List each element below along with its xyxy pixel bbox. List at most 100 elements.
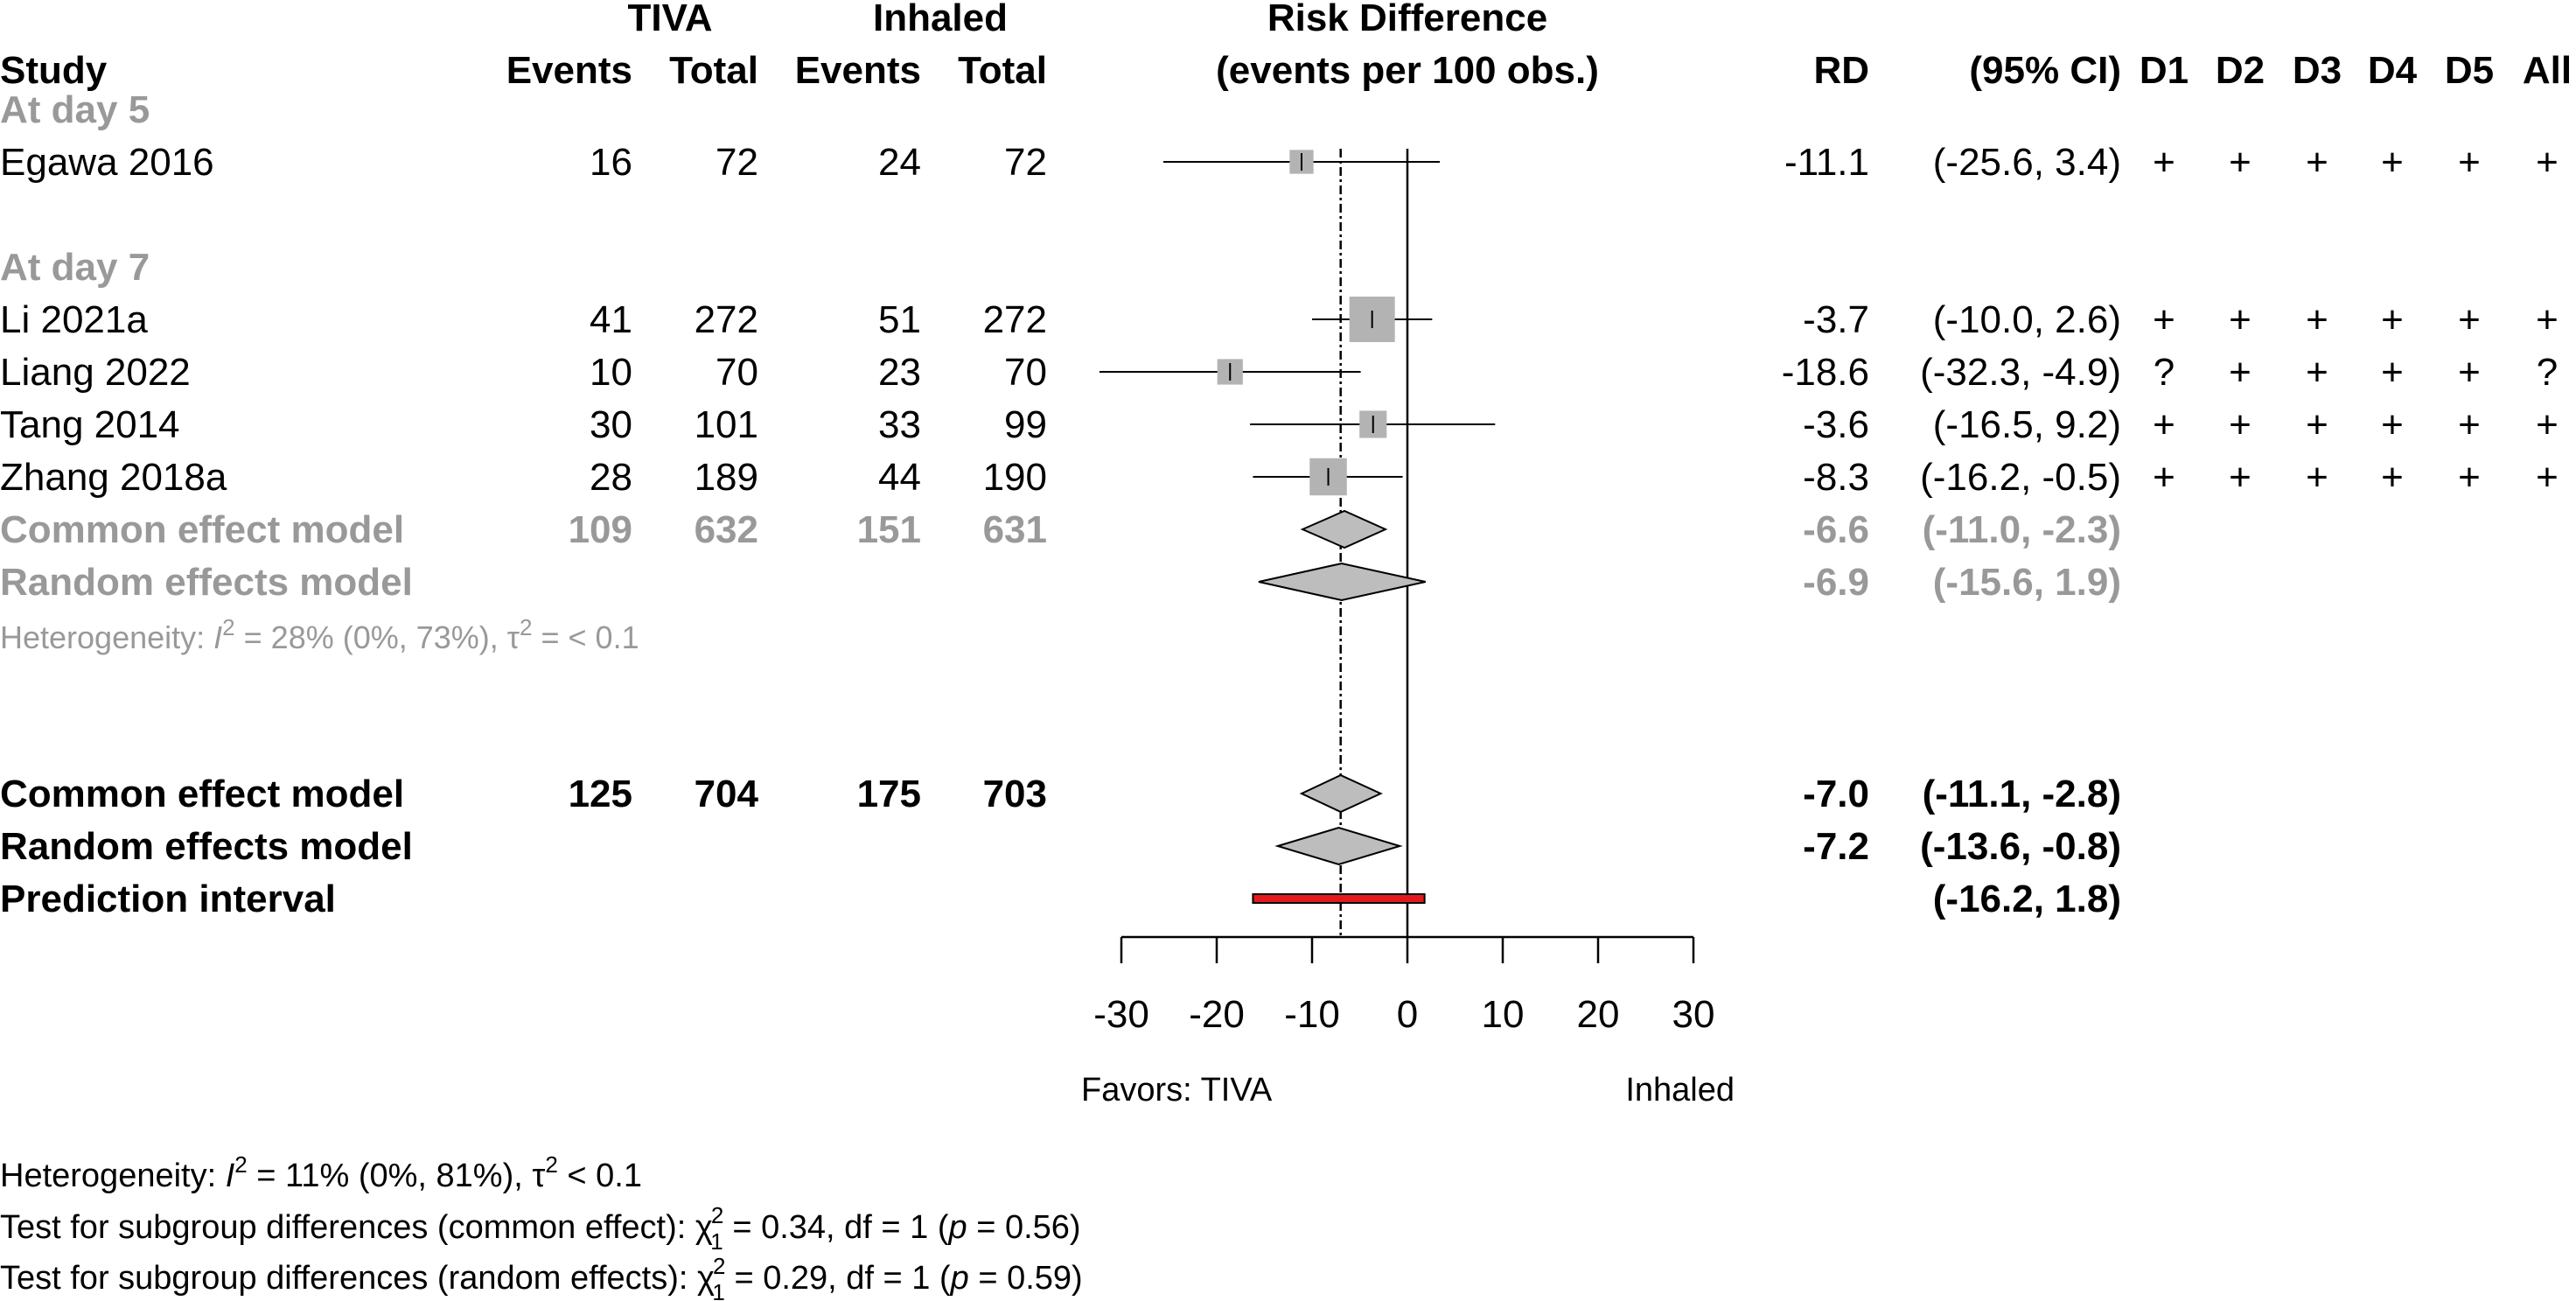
rob-d2: + <box>2229 456 2251 499</box>
study-rd-label: -8.3 <box>1803 456 1869 499</box>
subgroup-heterogeneity: Heterogeneity: I2 = 28% (0%, 73%), τ2 = … <box>0 614 639 655</box>
header-measure-line2: (events per 100 obs.) <box>1216 49 1599 92</box>
x-tick-label: 0 <box>1397 993 1418 1036</box>
overall-random-rd-label: -7.2 <box>1803 825 1869 868</box>
subgroup-common-n1: 632 <box>695 508 758 551</box>
study-ci-label: (-25.6, 3.4) <box>1933 141 2121 184</box>
study-n1: 272 <box>695 298 758 341</box>
study-name: Tang 2014 <box>0 403 180 446</box>
header-measure-line1: Risk Difference <box>1267 0 1547 39</box>
rob-d5: + <box>2458 403 2481 446</box>
header-rd: RD <box>1813 49 1869 92</box>
overall-common-e2: 175 <box>857 773 921 815</box>
prediction-interval-label: Prediction interval <box>0 878 336 920</box>
footer-test-random: Test for subgroup differences (random ef… <box>0 1253 1083 1301</box>
study-e1: 28 <box>590 456 632 499</box>
study-e2: 23 <box>878 351 921 394</box>
rob-d1: + <box>2153 298 2175 341</box>
footer-test-common: Test for subgroup differences (common ef… <box>0 1202 1081 1255</box>
study-rd-label: -11.1 <box>1784 141 1869 184</box>
study-name: Zhang 2018a <box>0 456 227 499</box>
header-domain-all: All <box>2523 49 2572 92</box>
subgroup-label: At day 5 <box>0 88 150 131</box>
rob-d3: + <box>2306 456 2328 499</box>
rob-d2: + <box>2229 351 2251 394</box>
favors-right-label: Inhaled <box>1625 1072 1735 1109</box>
heterogeneity-prefix: Heterogeneity: <box>0 619 213 655</box>
rob-d4: + <box>2381 351 2404 394</box>
rob-d3: + <box>2306 298 2328 341</box>
i2-superscript: 2 <box>222 614 234 640</box>
subgroup-common-label: Common effect model <box>0 508 404 551</box>
study-e1: 30 <box>590 403 632 446</box>
header-domain-d2: D2 <box>2216 49 2265 92</box>
overall-random-diamond <box>1274 826 1403 866</box>
overall-common-ci-label: (-11.1, -2.8) <box>1923 773 2121 815</box>
rob-d4: + <box>2381 456 2404 499</box>
header-tiva-total: Total <box>669 49 758 92</box>
study-n1: 70 <box>716 351 758 394</box>
study-n1: 189 <box>695 456 758 499</box>
overall-common-e1: 125 <box>569 773 632 815</box>
subgroup-random-label: Random effects model <box>0 561 413 604</box>
overall-common-label: Common effect model <box>0 773 404 815</box>
study-ci-label: (-16.2, -0.5) <box>1920 456 2121 499</box>
tau-value: = < 0.1 <box>533 619 639 655</box>
rob-d5: + <box>2458 298 2481 341</box>
study-n2: 72 <box>1004 141 1047 184</box>
overall-common-rd-label: -7.0 <box>1803 773 1869 815</box>
subgroup-common-rd-label: -6.6 <box>1803 508 1869 551</box>
x-tick-label: -30 <box>1093 993 1149 1036</box>
study-e2: 44 <box>878 456 921 499</box>
i2-symbol: I <box>213 619 222 655</box>
domain-headers: D1 D2 D3 D4 D5 All <box>2140 49 2572 92</box>
x-tick-label: -20 <box>1189 993 1245 1036</box>
favors-left-label: Favors: TIVA <box>1081 1072 1273 1109</box>
study-ci-label: (-32.3, -4.9) <box>1920 351 2121 394</box>
study-e1: 16 <box>590 141 632 184</box>
header-inhaled: Inhaled <box>873 0 1008 39</box>
study-n2: 272 <box>983 298 1047 341</box>
rob-d5: + <box>2458 351 2481 394</box>
rob-all: + <box>2536 298 2559 341</box>
header-tiva: TIVA <box>628 0 713 39</box>
header-domain-d5: D5 <box>2445 49 2494 92</box>
rob-d3: + <box>2306 141 2328 184</box>
footer-heterogeneity: Heterogeneity: I2 = 11% (0%, 81%), τ2 < … <box>0 1151 642 1194</box>
rob-d1: + <box>2153 141 2175 184</box>
study-rows: At day 5 Egawa 2016 16 72 24 72 -11.1 (-25.6, 3… <box>0 88 2559 920</box>
prediction-interval-bar <box>1252 893 1426 904</box>
subgroup-common-e1: 109 <box>569 508 632 551</box>
study-e1: 41 <box>590 298 632 341</box>
rob-d2: + <box>2229 403 2251 446</box>
study-ci-label: (-16.5, 9.2) <box>1933 403 2121 446</box>
rob-all: + <box>2536 456 2559 499</box>
rob-d4: + <box>2381 403 2404 446</box>
rob-all: + <box>2536 141 2559 184</box>
study-rd-label: -3.6 <box>1803 403 1869 446</box>
rob-d3: + <box>2306 351 2328 394</box>
tau-superscript: 2 <box>520 614 532 640</box>
header-domain-d1: D1 <box>2140 49 2189 92</box>
subgroup-label: At day 7 <box>0 246 150 289</box>
study-e2: 51 <box>878 298 921 341</box>
subgroup-common-diamond <box>1300 509 1388 549</box>
study-n2: 99 <box>1004 403 1047 446</box>
i2-value: = 28% (0%, 73%), <box>235 619 507 655</box>
rob-d3: + <box>2306 403 2328 446</box>
tau-symbol: τ <box>507 619 520 655</box>
x-tick-label: 30 <box>1672 993 1715 1036</box>
study-name: Liang 2022 <box>0 351 191 394</box>
overall-random-label: Random effects model <box>0 825 413 868</box>
overall-random-ci-label: (-13.6, -0.8) <box>1920 825 2121 868</box>
subgroup-common-ci-label: (-11.0, -2.3) <box>1923 508 2121 551</box>
study-n2: 190 <box>983 456 1047 499</box>
x-tick-label: -10 <box>1284 993 1340 1036</box>
rob-d4: + <box>2381 141 2404 184</box>
study-e1: 10 <box>590 351 632 394</box>
rob-d1: ? <box>2154 351 2175 394</box>
study-name: Li 2021a <box>0 298 148 341</box>
header-tiva-events: Events <box>506 49 632 92</box>
prediction-ci-label: (-16.2, 1.8) <box>1933 878 2121 920</box>
